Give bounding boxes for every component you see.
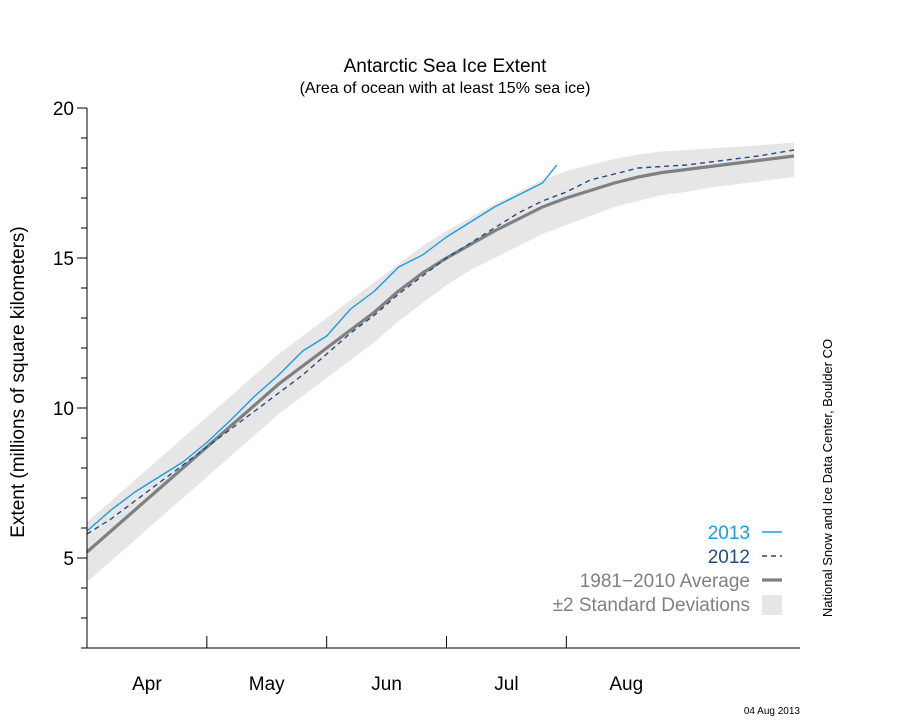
- y-tick-label: 5: [63, 549, 74, 570]
- legend-2013-label: 2013: [708, 523, 750, 544]
- chart-title: Antarctic Sea Ice Extent: [344, 56, 547, 77]
- legend-2012-label: 2012: [708, 547, 750, 568]
- date-stamp: 04 Aug 2013: [744, 706, 801, 717]
- series-2013-line: [86, 164, 558, 532]
- y-tick-label: 10: [53, 399, 74, 420]
- y-tick-label: 20: [53, 99, 74, 120]
- x-tick-label: Jul: [494, 674, 518, 695]
- x-tick-label: Apr: [132, 674, 162, 695]
- legend-stddev-swatch: [762, 595, 782, 615]
- y-axis-label: Extent (millions of square kilometers): [8, 226, 29, 538]
- x-tick-label: Aug: [609, 674, 643, 695]
- x-tick-label: May: [249, 674, 285, 695]
- series-average-line: [85, 154, 795, 554]
- stddev-band: [87, 142, 794, 582]
- series-layer: [85, 149, 795, 554]
- y-tick-label: 15: [53, 249, 74, 270]
- chart-subtitle: (Area of ocean with at least 15% sea ice…: [300, 80, 591, 97]
- credit-label: National Snow and Ice Data Center, Bould…: [820, 339, 835, 617]
- stddev-band-layer: [87, 142, 794, 582]
- x-tick-label: Jun: [371, 674, 402, 695]
- axis-layer: 5 10 15 20 Apr May Jun Jul Aug: [53, 99, 800, 695]
- series-2012-line: [86, 149, 795, 535]
- legend: 2013 2012 1981−2010 Average ±2 Standard Dev…: [553, 523, 782, 616]
- legend-stddev-label: ±2 Standard Deviations: [553, 595, 750, 616]
- legend-average-label: 1981−2010 Average: [580, 571, 750, 592]
